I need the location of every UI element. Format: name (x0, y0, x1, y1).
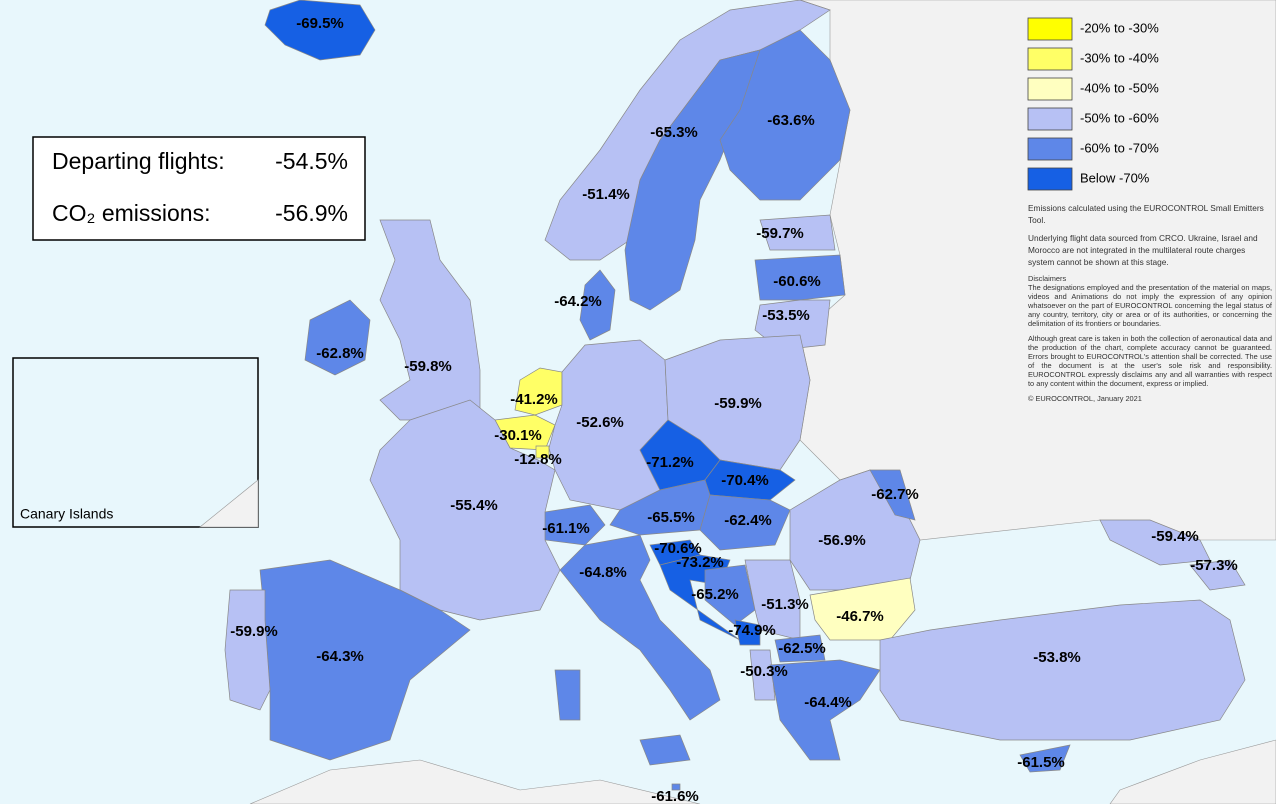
country-label: -64.4% (804, 694, 852, 711)
country-label: -30.1% (494, 427, 542, 444)
country (639, 734, 691, 766)
country (1019, 744, 1071, 773)
country-label: -61.5% (1017, 754, 1065, 771)
country (879, 599, 1246, 741)
country-label: -62.4% (724, 512, 772, 529)
inset-title: Canary Islands (20, 506, 113, 522)
country-label: -59.7% (756, 225, 804, 242)
country-label: -65.3% (650, 124, 698, 141)
country-label: -62.7% (871, 486, 919, 503)
summary-label: Departing flights: (52, 148, 225, 174)
country-label: -65.2% (691, 586, 739, 603)
other-land (199, 479, 259, 528)
country-label: -53.8% (1033, 649, 1081, 666)
country-label: -51.3% (761, 596, 809, 613)
legend-swatch (1027, 107, 1073, 131)
country-label: -59.8% (404, 358, 452, 375)
country-label: -63.6% (767, 112, 815, 129)
country-label: -62.5% (778, 640, 826, 657)
country-label: -64.3% (316, 648, 364, 665)
note: © EUROCONTROL, January 2021 (1028, 394, 1142, 403)
country-label: -71.2% (646, 454, 694, 471)
country (719, 29, 851, 201)
country (379, 219, 481, 421)
country-label: -61.6% (651, 788, 699, 804)
other-land (249, 759, 701, 804)
country (559, 534, 721, 721)
country (699, 494, 791, 551)
country (264, 0, 376, 61)
countries (37, 0, 1246, 791)
country (749, 649, 776, 701)
legend-label: -40% to -50% (1080, 80, 1159, 95)
country-label: -69.5% (296, 15, 344, 32)
other-land (1109, 739, 1276, 804)
country (869, 469, 916, 521)
country-label: -62.8% (316, 345, 364, 362)
legend-swatch (1027, 47, 1073, 71)
country (671, 783, 681, 791)
legend-swatch (1027, 137, 1073, 161)
country-label: -12.8% (514, 451, 562, 468)
summary-value: -54.5% (275, 148, 348, 174)
country-label: -60.6% (773, 273, 821, 290)
country-label: -46.7% (836, 608, 884, 625)
country (1099, 519, 1211, 566)
country (734, 619, 761, 646)
country (704, 564, 756, 626)
country-label: -41.2% (510, 391, 558, 408)
legend-label: -30% to -40% (1080, 50, 1159, 65)
note: Disclaimers (1028, 274, 1067, 283)
summary-label: CO₂ emissions: (52, 200, 210, 226)
country (224, 589, 271, 711)
country-label: -64.8% (579, 564, 627, 581)
country-label: -56.9% (818, 532, 866, 549)
country (535, 445, 550, 459)
country (759, 214, 836, 251)
legend-swatch (1027, 167, 1073, 191)
country (624, 49, 761, 311)
note: Although great care is taken in both the… (1028, 334, 1272, 388)
notes: Emissions calculated using the EUROCONTR… (1028, 202, 1272, 409)
summary-value: -56.9% (275, 200, 348, 226)
country (754, 254, 846, 301)
country-label: -59.9% (714, 395, 762, 412)
country-label: -51.4% (582, 186, 630, 203)
note: Emissions calculated using the EUROCONTR… (1028, 203, 1264, 225)
country-label: -70.4% (721, 472, 769, 489)
legend-label: -60% to -70% (1080, 140, 1159, 155)
country-label: -57.3% (1190, 557, 1238, 574)
country-label: -65.5% (647, 509, 695, 526)
country-label: -74.9% (728, 622, 776, 639)
country-label: -73.2% (676, 554, 724, 571)
country-label: -70.6% (654, 540, 702, 557)
country (769, 659, 881, 761)
country-label: -50.3% (740, 663, 788, 680)
country (1189, 559, 1246, 591)
country (304, 299, 371, 376)
country-label: -59.9% (230, 623, 278, 640)
country-label: -64.2% (554, 293, 602, 310)
country (554, 669, 581, 721)
legend-swatch (1027, 17, 1073, 41)
country-labels: -69.5% -51.4% -65.3% -63.6% -59.7% -60.6% -53.… (92, 15, 1237, 804)
country-label: -52.6% (576, 414, 624, 431)
legend-label: Below -70% (1080, 170, 1150, 185)
country-label: -61.1% (542, 520, 590, 537)
legend: -20% to -30% -30% to -40% -40% to -50% -50%… (1027, 17, 1159, 191)
country-label: -53.5% (762, 307, 810, 324)
country-label: -59.4% (1151, 528, 1199, 545)
legend-swatch (1027, 77, 1073, 101)
country-label: -55.4% (450, 497, 498, 514)
country (579, 269, 616, 341)
country (774, 634, 826, 663)
note: Underlying flight data sourced from CRCO… (1028, 233, 1258, 267)
note: The designations employed and the presen… (1028, 283, 1272, 328)
summary-box (32, 136, 366, 241)
inset-frame (12, 357, 259, 528)
legend-label: -50% to -60% (1080, 110, 1159, 125)
legend-label: -20% to -30% (1080, 20, 1159, 35)
